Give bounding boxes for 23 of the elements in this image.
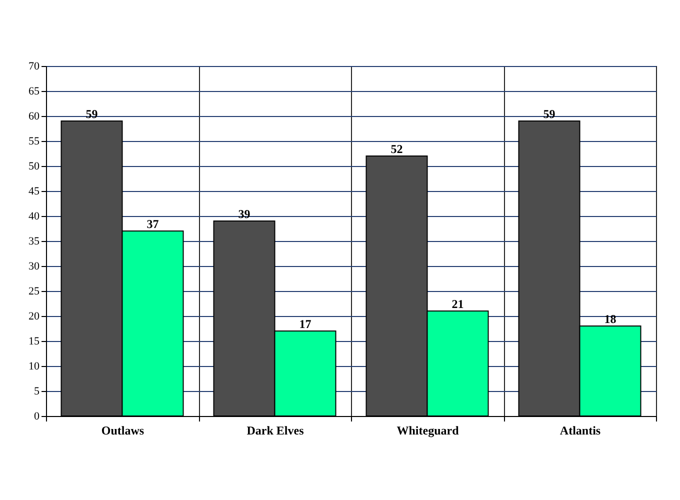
x-tick-label: Dark Elves xyxy=(246,424,304,438)
y-tick-label: 40 xyxy=(28,210,40,222)
x-tick-label: Outlaws xyxy=(101,424,144,438)
y-tick-label: 30 xyxy=(28,260,40,272)
data-label: 17 xyxy=(299,317,312,331)
y-tick-label: 15 xyxy=(28,336,40,348)
y-tick-label: 35 xyxy=(28,236,40,248)
y-tick-label: 65 xyxy=(28,86,40,98)
y-tick-label: 45 xyxy=(28,186,40,198)
data-label: 52 xyxy=(390,142,403,156)
data-label: 21 xyxy=(452,297,464,311)
x-tick-label: Atlantis xyxy=(560,424,601,438)
data-label: 37 xyxy=(146,217,159,231)
y-tick-label: 0 xyxy=(34,410,40,422)
y-tick-label: 70 xyxy=(28,60,40,72)
y-tick-label: 25 xyxy=(28,286,40,298)
y-tick-label: 60 xyxy=(28,110,40,122)
y-tick-label: 20 xyxy=(28,310,40,322)
y-tick-label: 55 xyxy=(28,136,40,148)
y-tick-label: 5 xyxy=(34,386,40,398)
y-tick-label: 10 xyxy=(28,360,40,372)
x-tick-label: Whiteguard xyxy=(396,424,460,438)
y-tick-label: 50 xyxy=(28,160,40,172)
